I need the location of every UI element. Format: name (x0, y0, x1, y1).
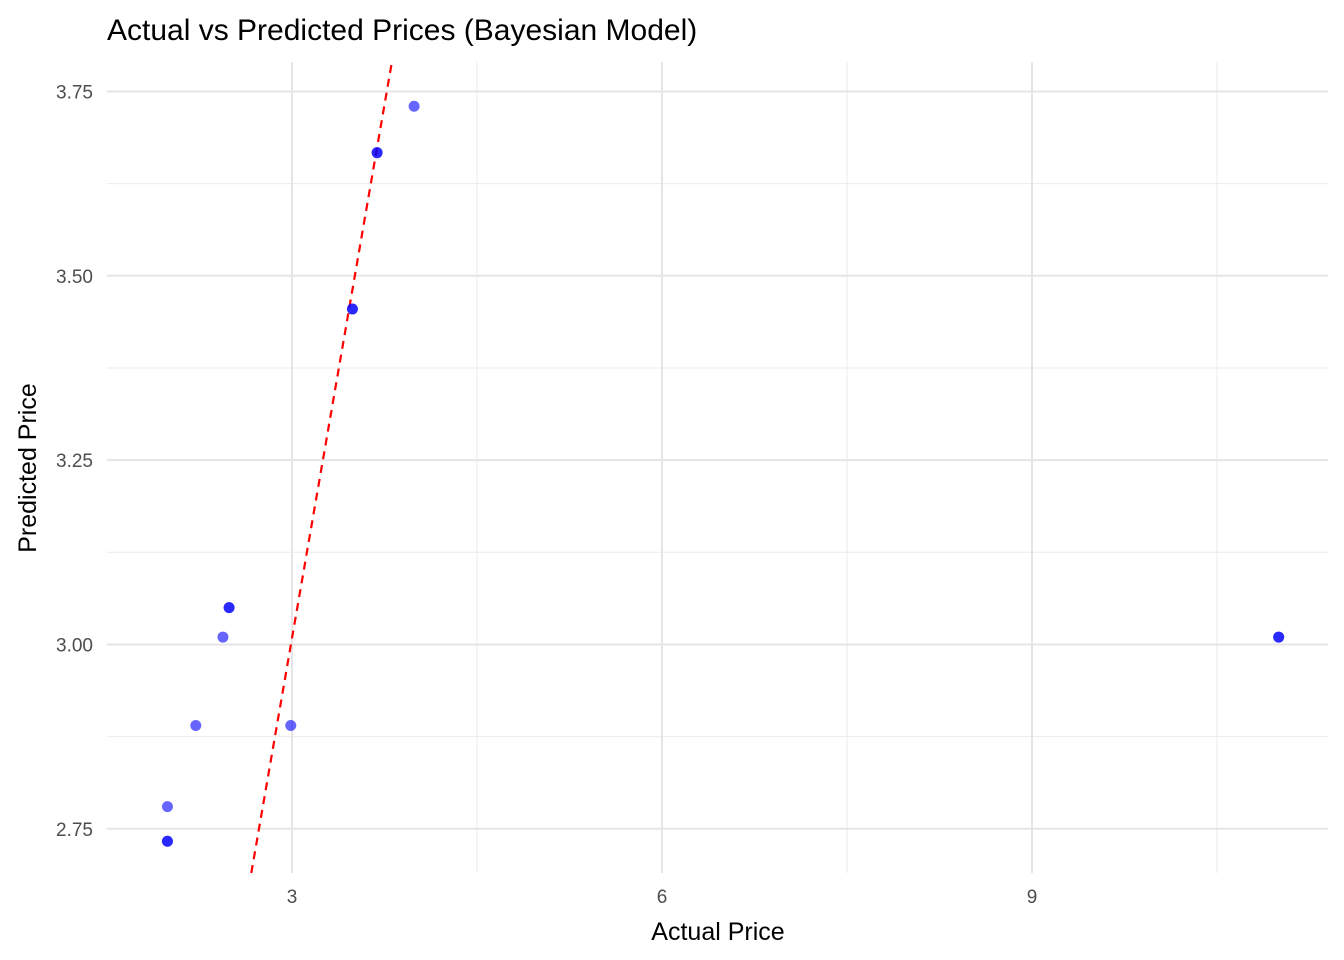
data-point (285, 720, 297, 732)
minor-gridlines (107, 62, 1328, 873)
data-point (190, 720, 202, 732)
y-tick-label: 3.75 (56, 82, 93, 103)
data-point (161, 801, 173, 813)
data-point (408, 100, 420, 112)
x-tick-label: 9 (1027, 887, 1038, 908)
y-axis-ticks: 2.75 3.00 3.25 3.50 3.75 (56, 82, 93, 840)
y-tick-label: 3.00 (56, 635, 93, 656)
x-axis-title: Actual Price (651, 918, 784, 946)
data-point (1273, 631, 1285, 643)
reference-line (250, 61, 393, 874)
y-tick-label: 3.50 (56, 267, 93, 288)
x-axis-ticks: 3 6 9 (287, 887, 1038, 908)
x-tick-label: 3 (287, 887, 298, 908)
data-point (223, 602, 235, 614)
y-axis-title: Predicted Price (14, 383, 42, 553)
y-tick-label: 2.75 (56, 820, 93, 841)
data-points (161, 100, 1285, 847)
data-point (161, 835, 173, 847)
x-tick-label: 6 (657, 887, 668, 908)
major-gridlines (107, 62, 1328, 873)
chart-title: Actual vs Predicted Prices (Bayesian Mod… (107, 14, 697, 47)
data-point (346, 303, 358, 315)
data-point (217, 631, 229, 643)
reference-line-group (250, 61, 393, 874)
data-point (371, 147, 383, 159)
y-tick-label: 3.25 (56, 451, 93, 472)
